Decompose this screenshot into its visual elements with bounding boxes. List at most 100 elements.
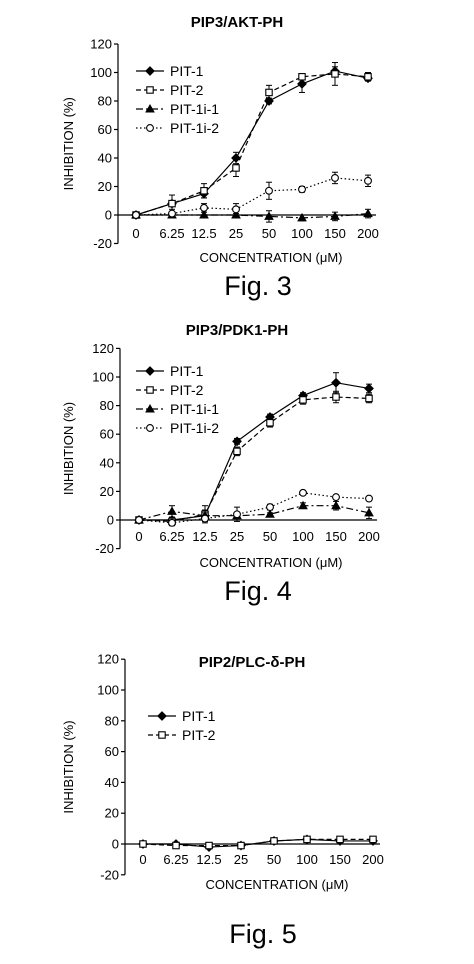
x-tick-label: 12.5: [192, 529, 217, 544]
data-point: [200, 203, 208, 212]
chart-panel-2: PIP3/PDK1-PH -20 0 20 40 60 80 100 120 0 6.25 12.5 2…: [61, 322, 380, 606]
legend-label: PIT-2: [170, 382, 204, 398]
data-point: [336, 835, 344, 844]
y-tick-label: 120: [90, 37, 112, 52]
x-tick-label: 100: [291, 226, 313, 241]
data-point: [330, 211, 340, 220]
x-tick-label: 150: [325, 529, 347, 544]
data-point: [332, 393, 340, 401]
data-point: [364, 73, 372, 81]
x-tick-label: 25: [230, 529, 244, 544]
data-point: [365, 394, 373, 403]
y-tick-label: 20: [98, 179, 112, 194]
data-point: [232, 436, 242, 447]
chart-title: PIP2/PLC-δ-PH: [199, 654, 306, 671]
legend-label: PIT-2: [170, 82, 204, 98]
legend-label: PIT-1i-1: [170, 401, 219, 417]
series-pit-1i-2: [135, 488, 373, 527]
y-tick-label: -20: [100, 867, 119, 882]
legend-marker: [158, 731, 166, 739]
data-point: [265, 509, 275, 518]
x-tick-label: 12.5: [196, 852, 221, 867]
x-tick-label: 25: [234, 852, 248, 867]
series-line: [142, 838, 373, 847]
data-point: [266, 503, 274, 512]
x-tick-label: 0: [135, 529, 142, 544]
legend-label: PIT-1: [170, 363, 204, 379]
y-axis-label: INHIBITION (%): [61, 720, 76, 813]
data-point: [331, 377, 341, 388]
data-point: [199, 209, 209, 219]
x-tick-label: 50: [267, 852, 281, 867]
series-line: [138, 396, 370, 523]
series-line: [136, 212, 369, 219]
y-tick-label: -20: [93, 236, 112, 251]
data-point: [168, 209, 176, 218]
legend-label: PIT-1i-1: [170, 101, 219, 117]
data-point: [297, 212, 307, 222]
data-point: [364, 383, 374, 394]
data-point: [270, 837, 278, 845]
y-tick-label: 20: [105, 806, 119, 821]
y-tick-label: 60: [105, 744, 119, 759]
data-point: [299, 396, 307, 404]
legend-label: PIT-1: [182, 708, 216, 724]
data-point: [135, 516, 143, 524]
data-point: [298, 500, 308, 510]
series-pit-2: [139, 835, 377, 850]
x-tick-label: 6.25: [159, 529, 184, 544]
legend-marker: [157, 711, 167, 721]
y-tick-label: 120: [92, 341, 114, 356]
y-tick-label: 120: [97, 652, 119, 667]
data-point: [233, 510, 241, 519]
legend-label: PIT-1i-2: [170, 120, 219, 136]
data-point: [167, 506, 177, 515]
x-tick-label: 25: [229, 226, 243, 241]
series-line: [135, 177, 369, 216]
series-line: [138, 492, 370, 524]
data-point: [369, 835, 377, 844]
data-point: [168, 199, 176, 208]
y-axis-label: INHIBITION (%): [61, 402, 76, 495]
data-point: [303, 835, 311, 844]
data-point: [332, 493, 340, 502]
y-tick-label: 80: [98, 94, 112, 109]
y-axis-label: INHIBITION (%): [61, 97, 76, 190]
data-point: [331, 174, 339, 182]
y-tick-label: 40: [98, 151, 112, 166]
x-tick-label: 12.5: [191, 226, 216, 241]
series-pit-1: [131, 66, 373, 220]
chart-title: PIP3/PDK1-PH: [186, 322, 289, 339]
data-point: [232, 205, 240, 214]
data-point: [205, 841, 213, 850]
data-point: [364, 176, 372, 185]
data-point: [363, 208, 373, 218]
y-tick-label: 60: [98, 122, 112, 137]
x-tick-label: 6.25: [163, 852, 188, 867]
x-tick-label: 50: [262, 226, 276, 241]
legend-label: PIT-1i-2: [170, 420, 219, 436]
data-point: [139, 840, 147, 848]
data-point: [265, 88, 273, 97]
data-point: [299, 488, 307, 497]
x-tick-label: 50: [263, 529, 277, 544]
legend-label: PIT-1: [170, 63, 204, 79]
data-point: [237, 841, 245, 850]
figure-caption: Fig. 4: [224, 576, 292, 606]
legend-marker: [146, 124, 154, 132]
chart-title: PIP3/AKT-PH: [191, 14, 284, 31]
y-tick-label: 40: [100, 455, 114, 470]
x-tick-label: 6.25: [159, 226, 184, 241]
legend-marker: [146, 424, 154, 432]
y-tick-label: 0: [107, 513, 114, 528]
data-point: [297, 78, 307, 89]
legend-marker: [145, 103, 155, 113]
legend-label: PIT-2: [182, 727, 216, 743]
x-axis-label: CONCENTRATION (μM): [199, 250, 342, 265]
series-line: [135, 73, 369, 216]
x-tick-label: 100: [292, 529, 314, 544]
y-tick-label: 100: [97, 683, 119, 698]
x-tick-label: 100: [296, 852, 318, 867]
data-point: [201, 514, 209, 523]
data-point: [168, 518, 176, 527]
